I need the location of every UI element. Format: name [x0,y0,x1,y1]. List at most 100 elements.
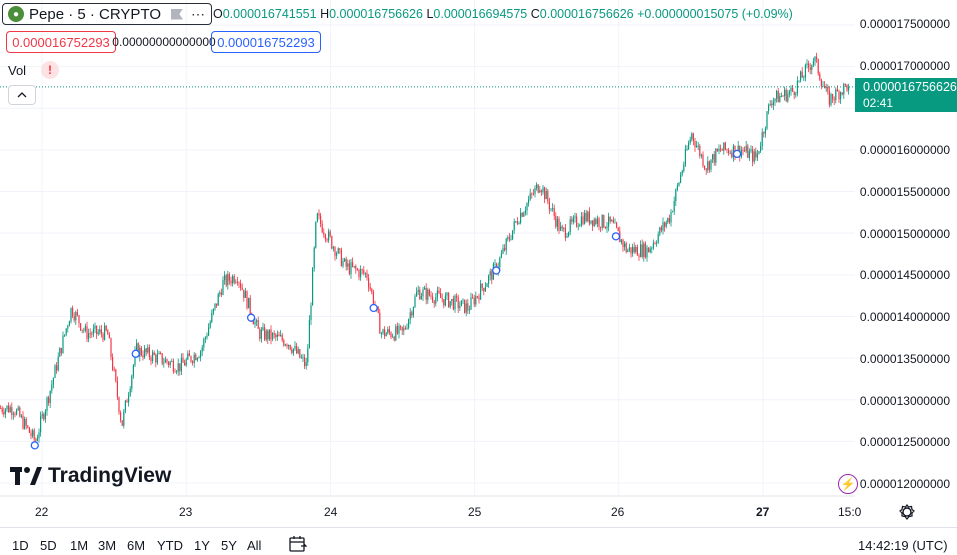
candle [324,233,326,243]
more-dots-icon[interactable]: ⋯ [191,5,205,22]
event-marker [611,232,621,241]
candle [62,331,64,354]
candle [622,238,624,252]
candle-body [476,296,478,297]
candle [316,212,318,223]
candle [158,350,160,355]
candle [464,299,466,314]
candle-body [372,292,374,306]
candle [369,282,371,292]
range-1y[interactable]: 1Y [194,538,210,553]
volume-label: Vol [8,63,27,78]
range-5d[interactable]: 5D [40,538,57,553]
collapse-button[interactable] [8,85,36,105]
candle-body [707,161,709,171]
candle [16,408,18,416]
candle [371,287,373,295]
candle [809,63,811,75]
candle-body [534,188,536,194]
candle-body [187,353,189,360]
candle-body [508,237,510,240]
candle-body [656,242,658,244]
flag-icon[interactable] [171,8,183,20]
candle-body [232,276,234,284]
candle [104,322,106,341]
candle-body [160,353,162,354]
candle [393,335,395,342]
tradingview-logo[interactable]: TradingView [10,464,171,488]
candle [124,400,126,414]
lightning-icon[interactable]: ⚡ [838,474,858,494]
candle-body [392,336,394,338]
candle [240,279,242,291]
pepe-frog-icon: ● [8,6,24,22]
candle [336,251,338,260]
candle-body [724,142,726,150]
candle [716,148,718,152]
range-all[interactable]: All [247,538,262,553]
candle-body [404,328,406,330]
warning-icon[interactable]: ! [41,61,59,79]
candle [638,253,640,261]
range-6m[interactable]: 6M [127,538,146,553]
candle [54,364,56,379]
range-1m[interactable]: 1M [70,538,89,553]
candle-body [310,305,312,321]
candle-body [822,85,824,87]
candle-body [558,218,560,231]
candle-body [248,297,250,309]
price-axis[interactable]: 0.000017500000 0.000017000000 0.00001650… [855,0,957,527]
candle [100,324,102,338]
candle [112,353,114,372]
candle-body [742,150,744,152]
candle [828,86,830,108]
candle-body [448,293,450,308]
candle-body [606,226,608,229]
buy-button[interactable]: 0.000016752293 [211,31,321,53]
candle [640,240,642,258]
candle-body [113,369,115,371]
candle-body [806,63,808,65]
range-ytd[interactable]: YTD [157,538,183,553]
symbol-legend[interactable]: ● Pepe · 5 · CRYPTO ⋯ [2,3,212,25]
candle [121,419,123,427]
calendar-range-icon[interactable] [289,536,307,552]
candle [12,411,14,420]
gear-icon[interactable] [898,503,916,521]
range-5y[interactable]: 5Y [221,538,237,553]
candle-body [489,271,491,276]
range-1d[interactable]: 1D [12,538,29,553]
candle [238,281,240,288]
candle-body [704,165,706,169]
candle [398,323,400,339]
candle [651,246,653,254]
candle [25,416,27,430]
candle-body [841,92,843,95]
y-tick-label: 0.000014000000 [859,310,950,324]
range-3m[interactable]: 3M [98,538,117,553]
candle [720,144,722,153]
candle [280,330,282,337]
candle-body [203,339,205,348]
candle [148,344,150,361]
price-chart[interactable] [0,0,855,527]
x-tick-label: 27 [756,505,770,519]
utc-clock[interactable]: 14:42:19 (UTC) [858,538,948,553]
candle [766,110,768,131]
sell-button[interactable]: 0.000016752293 [6,31,116,53]
candle-body [686,149,688,151]
candle-body [358,270,360,278]
candle [432,292,434,303]
y-tick-label: 0.000012000000 [859,477,950,491]
candlestick-series [0,52,850,444]
candle [425,283,427,305]
candle [630,247,632,258]
candle-body [86,326,88,339]
candle [116,376,118,401]
candle-body [112,357,114,370]
candle [284,343,286,347]
candle-body [272,333,274,340]
candle-body [155,354,157,363]
candle [480,279,482,300]
candle-body [620,239,622,243]
